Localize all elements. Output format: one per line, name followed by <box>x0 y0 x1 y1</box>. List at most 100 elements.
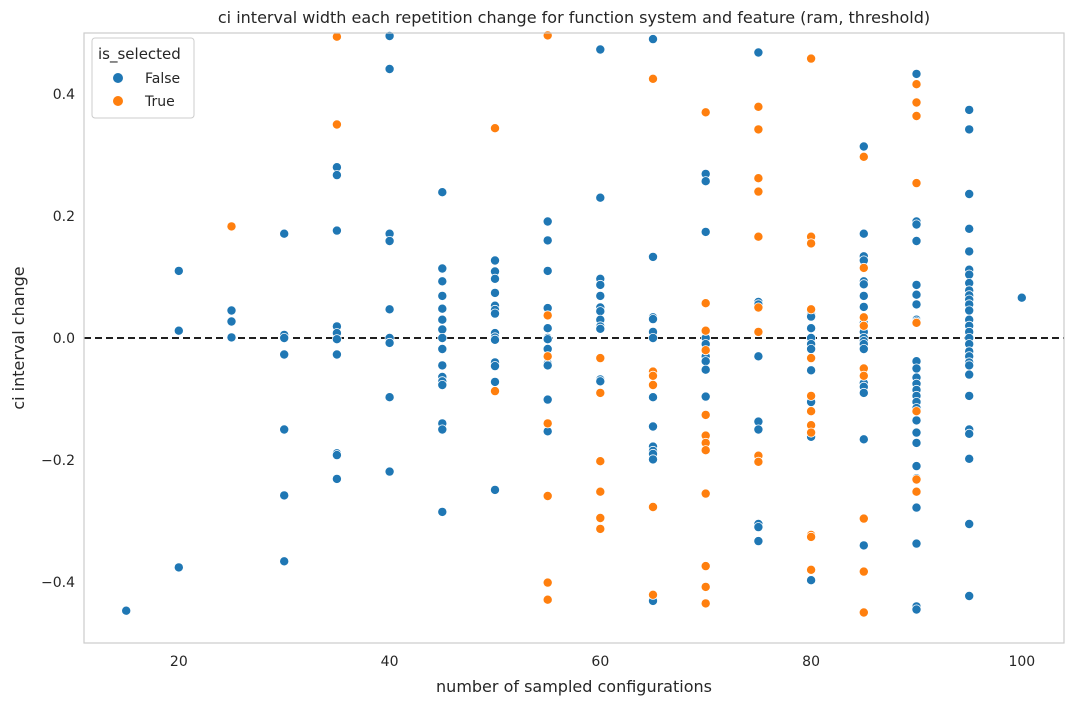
data-point <box>806 53 817 64</box>
data-point <box>911 111 922 122</box>
data-point <box>806 564 817 575</box>
data-point <box>753 101 764 112</box>
data-point <box>648 251 659 262</box>
data-point <box>226 316 237 327</box>
data-point <box>648 370 659 381</box>
data-point <box>858 320 869 331</box>
data-point <box>384 392 395 403</box>
data-point <box>964 591 975 602</box>
data-point <box>911 363 922 374</box>
data-point <box>700 391 711 402</box>
data-point <box>331 334 342 345</box>
data-point <box>911 219 922 230</box>
data-point <box>648 332 659 343</box>
data-point <box>858 370 869 381</box>
x-tick-label: 80 <box>802 654 820 670</box>
data-point <box>858 151 869 162</box>
data-point <box>595 306 606 317</box>
data-point <box>595 279 606 290</box>
data-point <box>542 577 553 588</box>
data-point <box>964 519 975 530</box>
y-tick-label: 0.2 <box>53 209 75 225</box>
data-point <box>437 290 448 301</box>
data-point <box>226 221 237 232</box>
data-point <box>595 44 606 55</box>
data-point <box>489 287 500 298</box>
y-axis-ticks: −0.4 −0.2 0.0 0.2 0.4 <box>41 87 75 591</box>
data-point <box>121 605 132 616</box>
series-true <box>226 30 922 618</box>
data-point <box>542 594 553 605</box>
data-point <box>437 314 448 325</box>
data-point <box>489 273 500 284</box>
y-tick-label: 0.4 <box>53 87 75 103</box>
data-point <box>964 124 975 135</box>
data-point <box>437 424 448 435</box>
data-point <box>911 406 922 417</box>
data-point <box>911 178 922 189</box>
data-point <box>542 310 553 321</box>
data-point <box>911 97 922 108</box>
data-point <box>173 325 184 336</box>
data-point <box>542 360 553 371</box>
data-point <box>700 445 711 456</box>
data-point <box>173 265 184 276</box>
data-point <box>279 332 290 343</box>
x-tick-label: 40 <box>381 654 399 670</box>
data-point <box>700 488 711 499</box>
y-axis-label: ci interval change <box>9 266 28 409</box>
data-point <box>806 427 817 438</box>
data-point <box>384 337 395 348</box>
data-point <box>595 523 606 534</box>
data-point <box>595 192 606 203</box>
x-tick-label: 100 <box>1008 654 1035 670</box>
data-point <box>542 418 553 429</box>
data-point <box>542 323 553 334</box>
data-point <box>648 421 659 432</box>
data-point <box>489 376 500 387</box>
data-point <box>331 349 342 360</box>
data-point <box>595 323 606 334</box>
data-point <box>911 415 922 426</box>
data-point <box>542 216 553 227</box>
data-point <box>437 187 448 198</box>
data-point <box>226 332 237 343</box>
data-point <box>858 141 869 152</box>
data-point <box>964 390 975 401</box>
data-point <box>384 30 395 41</box>
data-point <box>753 456 764 467</box>
data-point <box>858 290 869 301</box>
data-point <box>595 353 606 364</box>
data-point <box>595 290 606 301</box>
data-point <box>700 226 711 237</box>
data-point <box>700 176 711 187</box>
data-point <box>806 238 817 249</box>
data-point <box>700 345 711 356</box>
data-point <box>648 501 659 512</box>
data-point <box>700 298 711 309</box>
data-point <box>700 325 711 336</box>
data-point <box>648 454 659 465</box>
data-point <box>489 361 500 372</box>
data-point <box>700 107 711 118</box>
data-point <box>542 235 553 246</box>
chart-title: ci interval width each repetition change… <box>218 8 930 27</box>
data-point <box>911 299 922 310</box>
data-point <box>437 276 448 287</box>
data-point <box>331 450 342 461</box>
data-point <box>331 31 342 42</box>
plot-area <box>83 30 1065 644</box>
data-point <box>964 305 975 316</box>
data-point <box>858 387 869 398</box>
data-point <box>858 228 869 239</box>
data-point <box>648 379 659 390</box>
data-point <box>806 406 817 417</box>
data-point <box>489 255 500 266</box>
data-point <box>595 456 606 467</box>
data-point <box>911 235 922 246</box>
data-point <box>226 305 237 316</box>
data-point <box>437 506 448 517</box>
data-point <box>964 453 975 464</box>
data-point <box>911 289 922 300</box>
data-point <box>753 124 764 135</box>
